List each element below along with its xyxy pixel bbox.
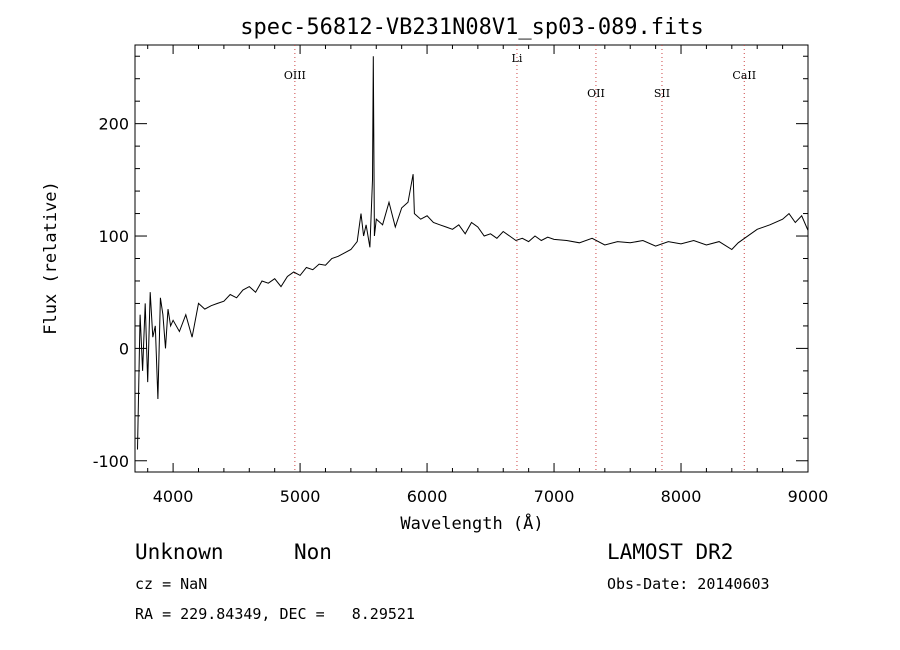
spectrum-series — [137, 56, 809, 450]
y-axis-label: Flux (relative) — [41, 181, 61, 335]
spectrum-line-0 — [137, 56, 809, 450]
spectral-line-markers: OIII Li OII SII CaII — [284, 45, 756, 472]
survey-label: LAMOST DR2 — [607, 540, 734, 564]
y-tick-label: -100 — [93, 452, 129, 471]
y-tick-label: 100 — [98, 227, 129, 246]
axis-ticks — [135, 45, 809, 472]
line-label-li: Li — [512, 52, 523, 65]
plot-frame — [134, 44, 809, 473]
axis-tick-labels: 4000 5000 6000 7000 8000 9000 -100 0 100 200 — [93, 115, 829, 506]
x-tick-label: 8000 — [661, 487, 702, 506]
object-class: Unknown — [135, 540, 224, 564]
x-axis-label: Wavelength (Å) — [400, 512, 543, 534]
x-tick-label: 6000 — [407, 487, 448, 506]
line-label-oiii: OIII — [284, 69, 306, 82]
x-tick-label: 5000 — [280, 487, 321, 506]
y-tick-label: 200 — [98, 115, 129, 134]
object-subclass: Non — [294, 540, 332, 564]
x-tick-label: 4000 — [153, 487, 194, 506]
coordinates-line: RA = 229.84349, DEC = 8.29521 — [135, 605, 415, 623]
x-tick-label: 7000 — [534, 487, 575, 506]
obs-date-line: Obs-Date: 20140603 — [607, 575, 770, 593]
line-label-oii: OII — [587, 87, 605, 100]
redshift-line: cz = NaN — [135, 575, 208, 593]
chart-title: spec-56812-VB231N08V1_sp03-089.fits — [240, 15, 704, 40]
y-tick-label: 0 — [119, 339, 129, 358]
line-label-sii: SII — [654, 87, 670, 100]
line-label-caii: CaII — [732, 69, 756, 82]
x-tick-label: 9000 — [788, 487, 829, 506]
